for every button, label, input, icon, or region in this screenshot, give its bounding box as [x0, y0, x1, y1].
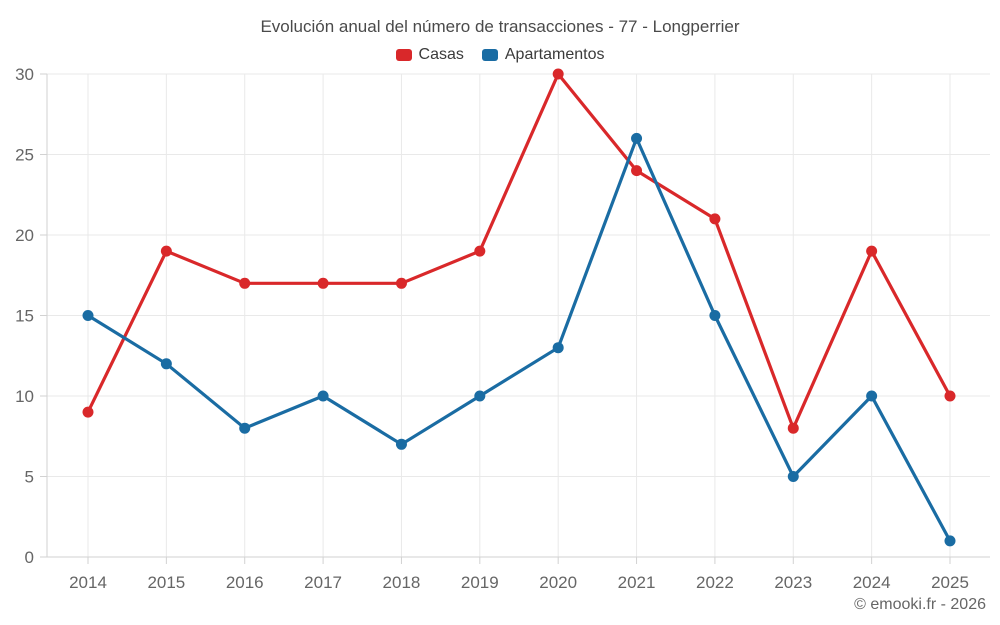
point-apartamentos-2021[interactable]	[631, 132, 643, 144]
y-axis-label: 25	[15, 146, 34, 165]
point-apartamentos-2015[interactable]	[160, 358, 172, 370]
y-axis-label: 20	[15, 226, 34, 245]
point-casas-2016[interactable]	[239, 277, 251, 289]
point-casas-2014[interactable]	[82, 406, 94, 418]
point-apartamentos-2017[interactable]	[317, 390, 329, 402]
x-axis-label: 2019	[461, 573, 499, 592]
copyright-footer: © emooki.fr - 2026	[854, 596, 986, 613]
y-axis-label: 10	[15, 387, 34, 406]
x-axis-label: 2023	[774, 573, 812, 592]
point-casas-2025[interactable]	[944, 390, 956, 402]
point-apartamentos-2014[interactable]	[82, 310, 94, 321]
x-axis-label: 2018	[383, 573, 421, 592]
x-axis-label: 2014	[69, 573, 107, 592]
legend-swatch-apartamentos-icon	[481, 49, 498, 61]
point-casas-2015[interactable]	[160, 245, 172, 257]
y-axis-label: 0	[25, 548, 34, 567]
x-axis-label: 2017	[304, 573, 342, 592]
point-apartamentos-2016[interactable]	[239, 422, 251, 434]
point-casas-2017[interactable]	[317, 277, 329, 289]
point-apartamentos-2018[interactable]	[395, 438, 407, 450]
y-axis-label: 15	[15, 307, 34, 326]
point-apartamentos-2024[interactable]	[866, 390, 878, 402]
x-axis-label: 2024	[853, 573, 891, 592]
y-axis-label: 5	[25, 468, 34, 487]
chart-title: Evolución anual del número de transaccio…	[260, 17, 740, 36]
x-axis-label: 2020	[539, 573, 577, 592]
point-casas-2023[interactable]	[787, 422, 799, 434]
point-apartamentos-2019[interactable]	[474, 390, 486, 402]
point-casas-2021[interactable]	[631, 165, 643, 177]
point-casas-2020[interactable]	[552, 68, 564, 80]
x-axis-label: 2016	[226, 573, 264, 592]
legend-item-apartamentos[interactable]: Apartamentos	[481, 46, 605, 64]
legend-item-casas[interactable]: Casas	[395, 46, 464, 64]
y-axis-label: 30	[15, 65, 34, 84]
series-line-apartamentos	[86, 136, 952, 543]
chart-legend: Casas Apartamentos	[0, 46, 1000, 64]
point-apartamentos-2020[interactable]	[552, 342, 564, 354]
series-line-casas	[86, 72, 952, 430]
x-axis-label: 2015	[147, 573, 185, 592]
point-apartamentos-2025[interactable]	[944, 535, 956, 547]
point-casas-2024[interactable]	[866, 245, 878, 257]
point-casas-2022[interactable]	[709, 213, 721, 225]
x-axis-label: 2022	[696, 573, 734, 592]
point-casas-2019[interactable]	[474, 245, 486, 257]
x-axis-label: 2021	[618, 573, 656, 592]
point-apartamentos-2022[interactable]	[709, 310, 721, 321]
point-apartamentos-2023[interactable]	[787, 471, 799, 482]
legend-label-casas: Casas	[418, 46, 464, 63]
legend-label-apartamentos: Apartamentos	[504, 46, 605, 63]
legend-swatch-casas-icon	[395, 49, 412, 61]
point-casas-2018[interactable]	[395, 277, 407, 289]
x-axis-label: 2025	[931, 573, 969, 592]
